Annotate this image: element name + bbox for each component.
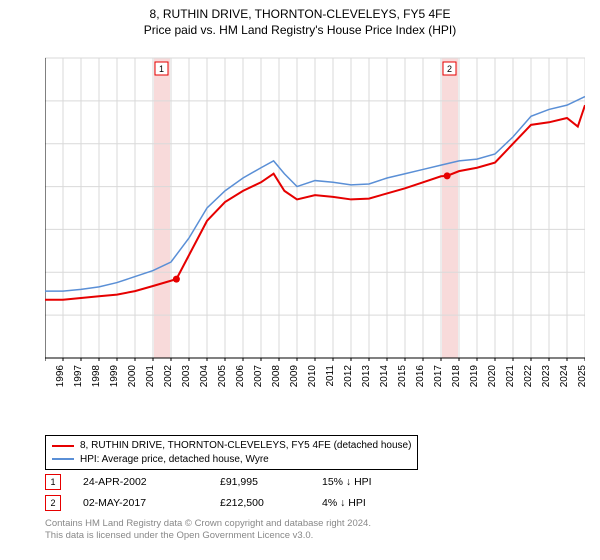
svg-text:1999: 1999	[109, 365, 120, 388]
price-chart: 12£0£50K£100K£150K£200K£250K£300K£350K19…	[45, 48, 585, 393]
svg-text:2010: 2010	[307, 365, 318, 388]
svg-text:1998: 1998	[91, 365, 102, 388]
svg-text:1996: 1996	[55, 365, 66, 388]
svg-text:2004: 2004	[199, 365, 210, 388]
svg-text:2005: 2005	[217, 365, 228, 388]
sale-row: 2 02-MAY-2017 £212,500 4% ↓ HPI	[45, 495, 412, 511]
sale-price: £212,500	[220, 497, 300, 509]
svg-text:2001: 2001	[145, 365, 156, 388]
svg-text:2015: 2015	[397, 365, 408, 388]
sale-index-box: 1	[45, 474, 61, 490]
footnote-line-2: This data is licensed under the Open Gov…	[45, 530, 371, 542]
sale-diff: 4% ↓ HPI	[322, 497, 412, 509]
legend-item: 8, RUTHIN DRIVE, THORNTON-CLEVELEYS, FY5…	[52, 439, 411, 453]
svg-text:2023: 2023	[541, 365, 552, 388]
svg-text:2013: 2013	[361, 365, 372, 388]
svg-text:2006: 2006	[235, 365, 246, 388]
sale-row: 1 24-APR-2002 £91,995 15% ↓ HPI	[45, 474, 412, 490]
svg-text:2007: 2007	[253, 365, 264, 388]
svg-text:2020: 2020	[487, 365, 498, 388]
svg-text:2003: 2003	[181, 365, 192, 388]
footnote-line-1: Contains HM Land Registry data © Crown c…	[45, 518, 371, 530]
svg-text:2012: 2012	[343, 365, 354, 388]
legend-swatch	[52, 458, 74, 460]
svg-text:2002: 2002	[163, 365, 174, 388]
title-line-1: 8, RUTHIN DRIVE, THORNTON-CLEVELEYS, FY5…	[0, 6, 600, 22]
legend-label: HPI: Average price, detached house, Wyre	[80, 453, 269, 467]
svg-text:2018: 2018	[451, 365, 462, 388]
svg-text:2016: 2016	[415, 365, 426, 388]
footnote: Contains HM Land Registry data © Crown c…	[45, 518, 371, 543]
sale-price: £91,995	[220, 476, 300, 488]
svg-text:2021: 2021	[505, 365, 516, 388]
svg-text:1997: 1997	[73, 365, 84, 388]
svg-text:2014: 2014	[379, 365, 390, 388]
svg-text:2022: 2022	[523, 365, 534, 388]
svg-text:2008: 2008	[271, 365, 282, 388]
sale-date: 24-APR-2002	[83, 476, 198, 488]
chart-title: 8, RUTHIN DRIVE, THORNTON-CLEVELEYS, FY5…	[0, 0, 600, 38]
sale-date: 02-MAY-2017	[83, 497, 198, 509]
svg-text:2019: 2019	[469, 365, 480, 388]
legend: 8, RUTHIN DRIVE, THORNTON-CLEVELEYS, FY5…	[45, 435, 418, 470]
title-line-2: Price paid vs. HM Land Registry's House …	[0, 22, 600, 38]
svg-text:1995: 1995	[45, 365, 48, 388]
svg-text:2000: 2000	[127, 365, 138, 388]
svg-text:2: 2	[447, 64, 452, 74]
sale-diff: 15% ↓ HPI	[322, 476, 412, 488]
legend-label: 8, RUTHIN DRIVE, THORNTON-CLEVELEYS, FY5…	[80, 439, 411, 453]
svg-text:2017: 2017	[433, 365, 444, 388]
svg-text:2024: 2024	[559, 365, 570, 388]
sale-index-box: 2	[45, 495, 61, 511]
svg-text:2025: 2025	[577, 365, 585, 388]
sales-table: 1 24-APR-2002 £91,995 15% ↓ HPI 2 02-MAY-2017…	[45, 474, 412, 516]
legend-swatch	[52, 445, 74, 447]
legend-item: HPI: Average price, detached house, Wyre	[52, 453, 411, 467]
svg-text:1: 1	[159, 64, 164, 74]
svg-text:2011: 2011	[325, 365, 336, 387]
svg-text:2009: 2009	[289, 365, 300, 388]
